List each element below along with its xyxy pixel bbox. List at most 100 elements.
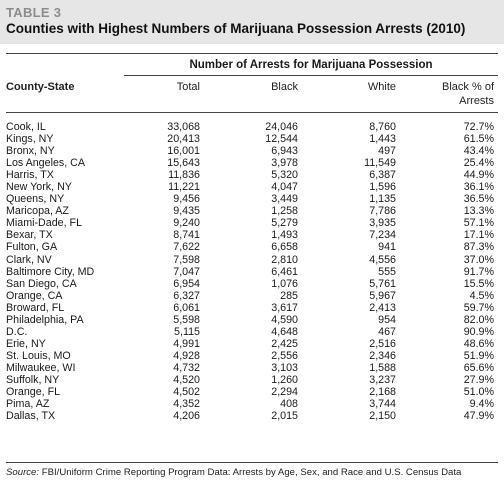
cell-white: 2,346 bbox=[369, 349, 396, 362]
cell-county: Dallas, TX bbox=[6, 410, 56, 423]
table-row: Broward, FL 6,061 3,617 2,413 59.7% bbox=[0, 302, 504, 314]
table-row: Kings, NY 20,413 12,544 1,443 61.5% bbox=[0, 133, 504, 145]
cell-white: 941 bbox=[378, 241, 396, 254]
cell-black-pct: 61.5% bbox=[463, 133, 494, 146]
cell-black: 1,258 bbox=[271, 205, 298, 218]
cell-white: 497 bbox=[378, 145, 396, 158]
cell-total: 4,732 bbox=[173, 361, 200, 374]
cell-white: 3,935 bbox=[369, 217, 396, 230]
column-header-black-pct-line1: Black % of bbox=[442, 81, 494, 93]
table-row: Pima, AZ 4,352 408 3,744 9.4% bbox=[0, 398, 504, 410]
cell-black: 5,320 bbox=[271, 169, 298, 182]
cell-black: 24,046 bbox=[265, 121, 298, 133]
cell-black: 6,658 bbox=[271, 241, 298, 254]
cell-black: 2,810 bbox=[271, 253, 298, 266]
cell-white: 1,135 bbox=[369, 193, 396, 206]
cell-total: 9,435 bbox=[173, 205, 200, 218]
cell-county: St. Louis, MO bbox=[6, 349, 71, 362]
cell-black: 6,461 bbox=[271, 265, 298, 278]
column-header-white: White bbox=[367, 81, 396, 93]
cell-black: 408 bbox=[280, 398, 298, 411]
cell-county: Bronx, NY bbox=[6, 145, 55, 158]
table-body: Cook, IL 33,068 24,046 8,760 72.7% Kings, NY 2… bbox=[0, 121, 504, 422]
table-row: Maricopa, AZ 9,435 1,258 7,786 13.3% bbox=[0, 205, 504, 217]
cell-black: 1,493 bbox=[271, 229, 298, 242]
cell-black-pct: 65.6% bbox=[463, 361, 494, 374]
cell-total: 6,954 bbox=[173, 277, 200, 290]
cell-total: 6,327 bbox=[173, 289, 200, 302]
cell-county: Broward, FL bbox=[6, 301, 65, 314]
cell-total: 15,643 bbox=[167, 157, 200, 170]
column-header-black: Black bbox=[271, 81, 298, 93]
cell-white: 3,237 bbox=[369, 373, 396, 386]
source-note: Source: FBI/Uniform Crime Reporting Prog… bbox=[6, 467, 461, 478]
cell-black-pct: 57.1% bbox=[463, 217, 494, 230]
cell-white: 2,516 bbox=[369, 337, 396, 350]
cell-white: 4,556 bbox=[369, 253, 396, 266]
cell-county: Harris, TX bbox=[6, 169, 54, 182]
top-rule bbox=[6, 53, 498, 54]
cell-black: 1,076 bbox=[271, 277, 298, 290]
cell-county: Erie, NY bbox=[6, 337, 46, 350]
cell-total: 16,001 bbox=[167, 145, 200, 158]
table-header-band bbox=[0, 0, 504, 44]
cell-black-pct: 47.9% bbox=[463, 410, 494, 423]
cell-county: Philadelphia, PA bbox=[6, 313, 84, 326]
column-header-county: County-State bbox=[6, 81, 75, 93]
cell-county: D.C. bbox=[6, 325, 28, 338]
table-row: Dallas, TX 4,206 2,015 2,150 47.9% bbox=[0, 410, 504, 422]
cell-total: 4,991 bbox=[173, 337, 200, 350]
cell-county: Kings, NY bbox=[6, 133, 54, 146]
table-row: St. Louis, MO 4,928 2,556 2,346 51.9% bbox=[0, 350, 504, 362]
column-group-header: Number of Arrests for Marijuana Possessi… bbox=[189, 59, 433, 71]
cell-black-pct: 90.9% bbox=[463, 325, 494, 338]
cell-county: Orange, FL bbox=[6, 386, 61, 399]
cell-county: Pima, AZ bbox=[6, 398, 50, 411]
table-row: Miami-Dade, FL 9,240 5,279 3,935 57.1% bbox=[0, 217, 504, 229]
table-row: Orange, FL 4,502 2,294 2,168 51.0% bbox=[0, 386, 504, 398]
table-row: Harris, TX 11,836 5,320 6,387 44.9% bbox=[0, 169, 504, 181]
cell-black-pct: 44.9% bbox=[463, 169, 494, 182]
cell-black-pct: 36.5% bbox=[463, 193, 494, 206]
table-row: Clark, NV 7,598 2,810 4,556 37.0% bbox=[0, 254, 504, 266]
cell-county: Milwaukee, WI bbox=[6, 361, 76, 374]
cell-black: 12,544 bbox=[265, 133, 298, 146]
cell-white: 8,760 bbox=[369, 121, 396, 133]
cell-total: 6,061 bbox=[173, 301, 200, 314]
cell-black-pct: 48.6% bbox=[463, 337, 494, 350]
cell-black: 3,103 bbox=[271, 361, 298, 374]
cell-white: 1,443 bbox=[369, 133, 396, 146]
cell-black: 4,590 bbox=[271, 313, 298, 326]
table-row: Fulton, GA 7,622 6,658 941 87.3% bbox=[0, 241, 504, 253]
table-row: San Diego, CA 6,954 1,076 5,761 15.5% bbox=[0, 278, 504, 290]
cell-white: 2,150 bbox=[369, 410, 396, 423]
table-row: Orange, CA 6,327 285 5,967 4.5% bbox=[0, 290, 504, 302]
cell-black-pct: 43.4% bbox=[463, 145, 494, 158]
table-row: Los Angeles, CA 15,643 3,978 11,549 25.4% bbox=[0, 157, 504, 169]
cell-black-pct: 25.4% bbox=[463, 157, 494, 170]
cell-total: 5,115 bbox=[174, 325, 200, 338]
cell-black: 5,279 bbox=[271, 217, 298, 230]
cell-white: 6,387 bbox=[369, 169, 396, 182]
cell-black-pct: 13.3% bbox=[463, 205, 494, 218]
cell-black-pct: 4.5% bbox=[469, 289, 494, 302]
table-row: Milwaukee, WI 4,732 3,103 1,588 65.6% bbox=[0, 362, 504, 374]
cell-black-pct: 87.3% bbox=[463, 241, 494, 254]
cell-black-pct: 72.7% bbox=[463, 121, 494, 133]
cell-total: 4,520 bbox=[173, 373, 200, 386]
source-text: FBI/Uniform Crime Reporting Program Data… bbox=[39, 467, 462, 478]
cell-black-pct: 91.7% bbox=[463, 265, 494, 278]
cell-total: 11,221 bbox=[168, 181, 200, 194]
table-row: Cook, IL 33,068 24,046 8,760 72.7% bbox=[0, 121, 504, 133]
table-row: Suffolk, NY 4,520 1,260 3,237 27.9% bbox=[0, 374, 504, 386]
cell-black: 2,015 bbox=[271, 410, 298, 423]
table-row: D.C. 5,115 4,648 467 90.9% bbox=[0, 326, 504, 338]
table-title: Counties with Highest Numbers of Marijua… bbox=[6, 21, 466, 36]
cell-black-pct: 37.0% bbox=[463, 253, 494, 266]
cell-white: 555 bbox=[378, 265, 396, 278]
cell-total: 33,068 bbox=[167, 121, 200, 133]
cell-white: 1,596 bbox=[369, 181, 396, 194]
cell-black: 285 bbox=[280, 289, 298, 302]
table-row: New York, NY 11,221 4,047 1,596 36.1% bbox=[0, 181, 504, 193]
column-header-black-pct-line2: Arrests bbox=[459, 95, 494, 107]
